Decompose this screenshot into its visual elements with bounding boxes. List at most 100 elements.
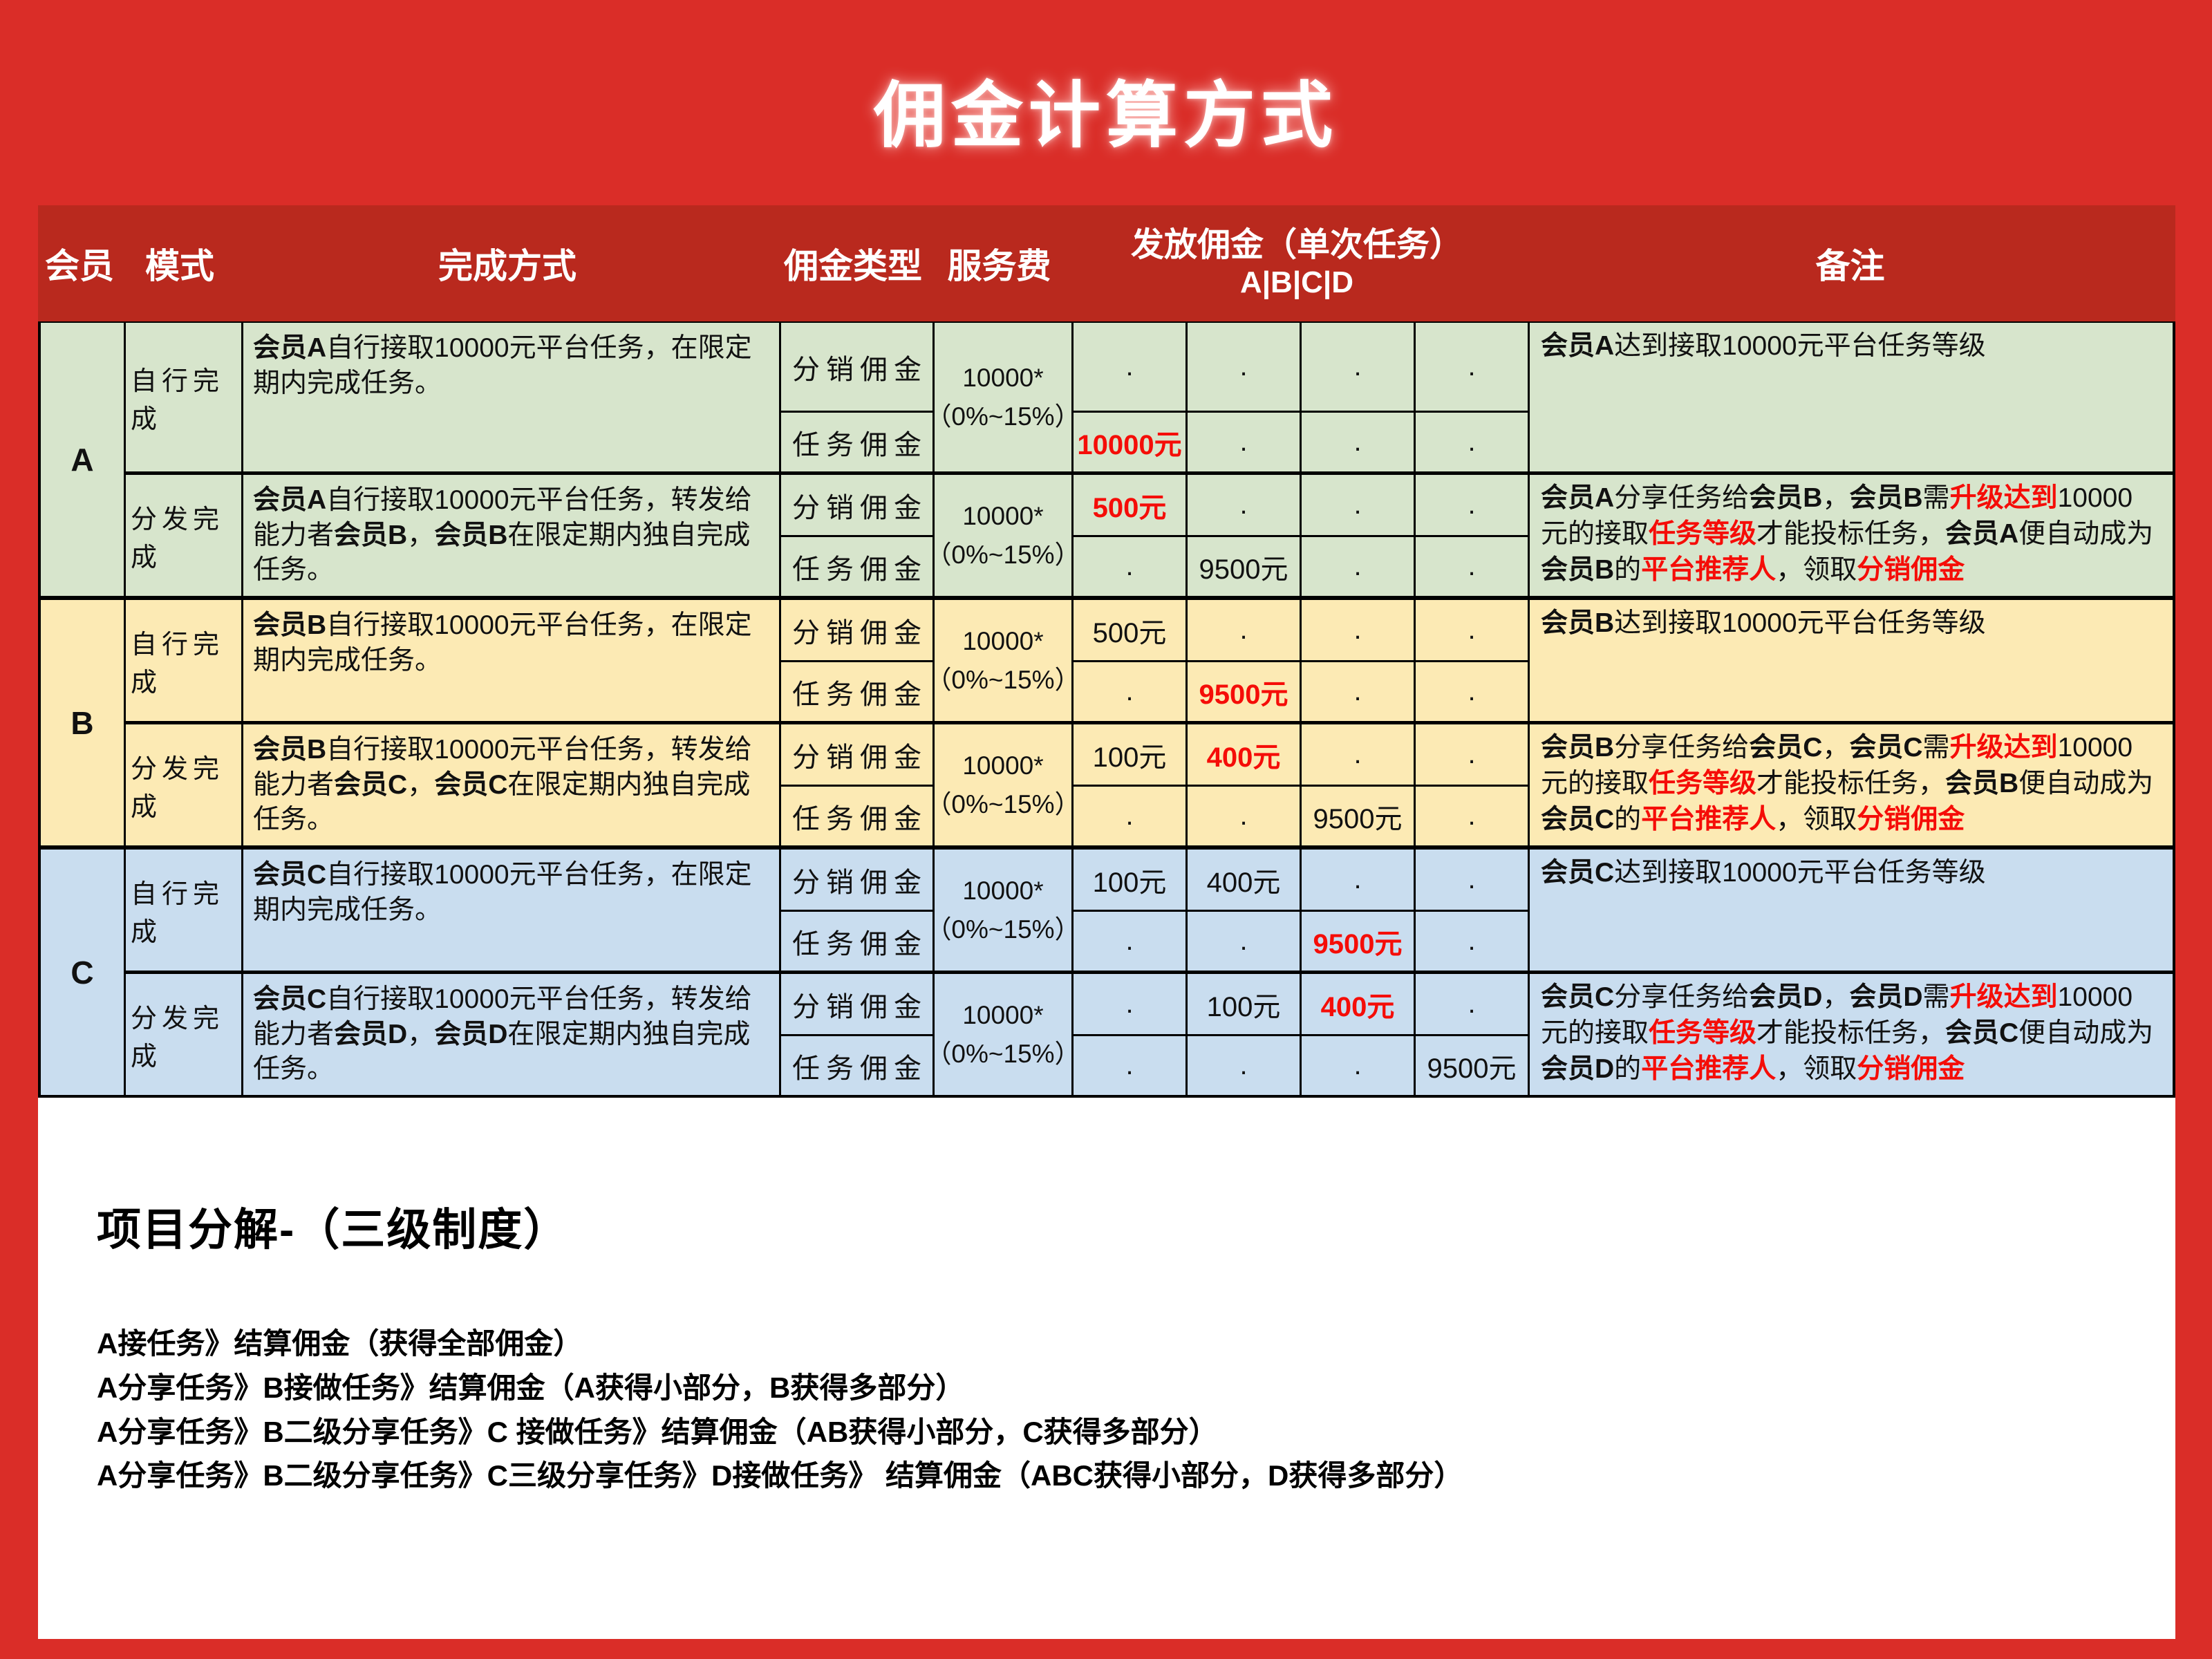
empty-dot: . xyxy=(1468,351,1476,382)
member-letter: A xyxy=(71,441,94,478)
bold-segment: 会员C xyxy=(253,984,327,1014)
highlight-segment: 平台推荐人 xyxy=(1641,804,1777,834)
empty-dot: . xyxy=(1239,1050,1248,1080)
commission-type-cell: 分销佣金 xyxy=(781,475,935,537)
bold-segment: 会员C xyxy=(253,860,327,890)
member-cell: C xyxy=(41,850,126,1095)
payout-amount: 9500元 xyxy=(1313,803,1403,834)
empty-payout-cell: . xyxy=(1416,787,1530,845)
service-fee-cell: 10000* （0%~15%） xyxy=(926,323,1080,471)
payout-value-cell: 9500元 xyxy=(1188,662,1302,721)
header-fee: 服务费 xyxy=(947,247,1051,285)
empty-payout-cell: . xyxy=(1416,537,1530,596)
payout-value-cell: 400元 xyxy=(1188,724,1302,787)
mode-cell: 自行完成 xyxy=(126,323,243,471)
empty-dot: . xyxy=(1353,676,1362,706)
payout-amount: 100元 xyxy=(1206,991,1281,1022)
fee-rate: （0%~15%） xyxy=(926,540,1080,569)
fee-rate: （0%~15%） xyxy=(926,665,1080,694)
commission-type-cell: 任务佣金 xyxy=(781,413,935,471)
highlight-segment: 任务等级 xyxy=(1649,1018,1757,1048)
empty-dot: . xyxy=(1239,800,1248,831)
text-segment: 在限定期内独自完成任务。 xyxy=(253,1019,751,1085)
empty-payout-cell: . xyxy=(1074,537,1188,596)
empty-dot: . xyxy=(1125,1050,1134,1080)
text-segment: 在限定期内独自完成任务。 xyxy=(253,769,751,835)
header-method: 完成方式 xyxy=(438,247,577,285)
empty-dot: . xyxy=(1353,427,1362,457)
member-section-A: A 自行完成 会员A自行接取10000元平台任务，在限定期内完成任务。 分销佣金 任务佣… xyxy=(41,323,2173,596)
service-fee-cell: 10000* （0%~15%） xyxy=(926,850,1080,971)
empty-dot: . xyxy=(1353,489,1362,520)
empty-payout-cell: . xyxy=(1074,974,1188,1036)
empty-payout-cell: . xyxy=(1302,850,1416,912)
text-segment: ， xyxy=(1822,982,1850,1012)
empty-payout-cell: . xyxy=(1188,475,1302,537)
member-cell: A xyxy=(41,323,126,596)
bold-segment: 会员C xyxy=(1541,804,1615,834)
highlight-segment: 平台推荐人 xyxy=(1641,1053,1777,1084)
highlight-segment: 分销佣金 xyxy=(1857,1053,1965,1084)
text-segment: 达到接取10000元平台任务等级 xyxy=(1614,858,1986,888)
mode-block: 自行完成 会员C自行接取10000元平台任务，在限定期内完成任务。 分销佣金 任务佣金… xyxy=(126,850,2173,971)
mode-cell: 自行完成 xyxy=(126,850,243,971)
bold-segment: 会员B xyxy=(253,735,327,765)
header-mode: 模式 xyxy=(145,247,214,285)
breakdown-line: A分享任务》B二级分享任务》C 接做任务》结算佣金（AB获得小部分，C获得多部分… xyxy=(97,1415,1218,1448)
empty-dot: . xyxy=(1468,615,1476,645)
bold-segment: 会员D xyxy=(434,1019,508,1049)
empty-payout-cell: . xyxy=(1302,662,1416,721)
text-segment: 自行接取10000元平台任务，在限定期内完成任务。 xyxy=(253,610,752,675)
empty-payout-cell: . xyxy=(1188,1036,1302,1095)
empty-dot: . xyxy=(1239,351,1248,382)
empty-payout-cell: . xyxy=(1416,413,1530,471)
empty-payout-cell: . xyxy=(1074,323,1188,413)
commission-type-cell: 分销佣金 xyxy=(781,724,935,787)
empty-payout-cell: . xyxy=(1188,787,1302,845)
empty-dot: . xyxy=(1353,551,1362,581)
table-header-row: 会员 模式 完成方式 佣金类型 服务费 发放佣金（单次任务） A|B|C|D 备… xyxy=(38,205,2175,321)
text-segment: 10000元的接取 xyxy=(1541,733,2133,798)
text-segment: ，领取 xyxy=(1776,804,1857,834)
remark-cell: 会员B分享任务给会员C，会员C需升级达到10000元的接取任务等级才能投标任务，… xyxy=(1530,724,2173,845)
mode-block: 分发完成 会员C自行接取10000元平台任务，转发给能力者会员D，会员D在限定期内… xyxy=(126,971,2173,1095)
text-segment: 10000元的接取 xyxy=(1541,483,2133,549)
highlight-segment: 任务等级 xyxy=(1649,518,1757,549)
text-segment: ， xyxy=(1822,733,1850,762)
remark-cell: 会员C达到接取10000元平台任务等级 xyxy=(1530,850,2173,971)
empty-payout-cell: . xyxy=(1416,323,1530,413)
payout-amount: 10000元 xyxy=(1077,429,1182,460)
breakdown-lines: A接任务》结算佣金（获得全部佣金） A分享任务》B接做任务》结算佣金（A获得小部… xyxy=(97,1322,2175,1498)
highlight-segment: 升级达到 xyxy=(1949,982,2058,1012)
breakdown-line: A分享任务》B接做任务》结算佣金（A获得小部分，B获得多部分） xyxy=(97,1371,965,1404)
fee-amount: 10000* xyxy=(962,751,1044,780)
text-segment: 需 xyxy=(1922,483,1950,513)
bold-segment: 会员D xyxy=(1541,1053,1615,1084)
bold-segment: 会员A xyxy=(1945,518,2019,549)
bold-segment: 会员A xyxy=(253,485,327,515)
commission-type-cell: 分销佣金 xyxy=(781,323,935,413)
mode-cell: 分发完成 xyxy=(126,724,243,845)
fee-amount: 10000* xyxy=(962,877,1044,905)
commission-type-cell: 任务佣金 xyxy=(781,787,935,845)
bold-segment: 会员A xyxy=(253,333,327,363)
text-segment: 自行接取10000元平台任务，在限定期内完成任务。 xyxy=(253,860,752,925)
payout-value-cell: 9500元 xyxy=(1416,1036,1530,1095)
text-segment: 才能投标任务， xyxy=(1756,768,1946,798)
bold-segment: 会员A xyxy=(1541,483,1615,513)
empty-payout-cell: . xyxy=(1188,600,1302,662)
method-cell: 会员B自行接取10000元平台任务，在限定期内完成任务。 xyxy=(243,600,781,721)
bold-segment: 会员A xyxy=(1541,331,1615,361)
fee-rate: （0%~15%） xyxy=(926,789,1080,818)
highlight-segment: 升级达到 xyxy=(1949,733,2058,762)
breakdown-heading: 项目分解-（三级制度） xyxy=(97,1205,570,1255)
text-segment: 便自动成为 xyxy=(2018,1018,2154,1048)
text-segment: 需 xyxy=(1922,982,1950,1012)
bold-segment: 会员B xyxy=(1541,554,1615,585)
empty-payout-cell: . xyxy=(1416,912,1530,971)
header-remark: 备注 xyxy=(1815,247,1885,285)
text-segment: 自行接取10000元平台任务，转发给能力者 xyxy=(253,735,752,800)
bold-segment: 会员B xyxy=(1541,608,1615,638)
highlight-segment: 分销佣金 xyxy=(1857,554,1965,585)
